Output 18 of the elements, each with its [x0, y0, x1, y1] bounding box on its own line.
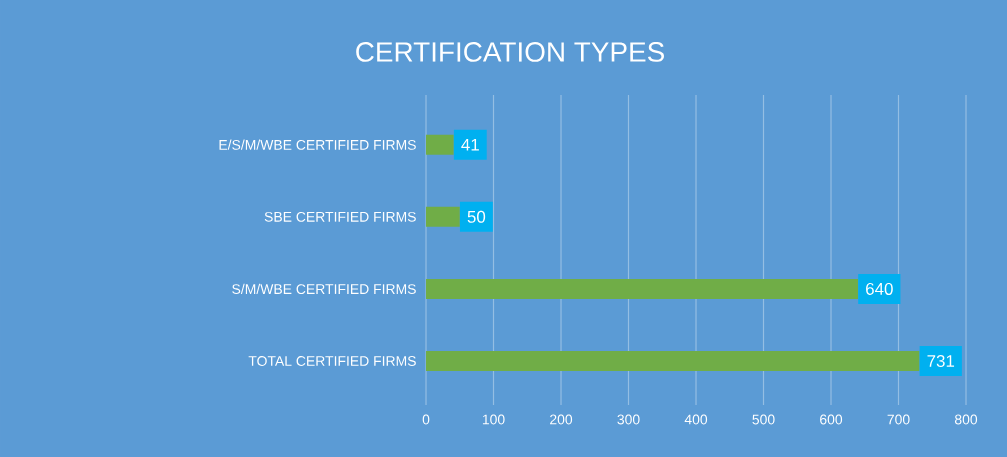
x-tick-label: 800 [954, 414, 978, 425]
x-tick-label: 200 [550, 414, 573, 425]
y-tick-label: S/M/WBE CERTIFIED FIRMS [232, 283, 416, 295]
y-tick-label: TOTAL CERTIFIED FIRMS [248, 356, 416, 366]
data-label: 41 [461, 138, 479, 151]
data-label: 731 [927, 355, 955, 368]
data-label: 640 [866, 282, 893, 295]
y-tick-label: SBE CERTIFIED FIRMS [264, 211, 416, 222]
chart-title: CERTIFICATION TYPES [356, 42, 664, 62]
x-tick-label: 100 [482, 414, 505, 425]
x-tick-label: 0 [422, 414, 430, 425]
x-tick-label: 400 [684, 414, 708, 425]
x-tick-label: 500 [752, 414, 775, 425]
x-tick-label: 600 [820, 414, 843, 425]
y-tick-label: E/S/M/WBE CERTIFIED FIRMS [219, 139, 416, 150]
x-tick-label: 300 [617, 414, 640, 425]
data-label: 50 [467, 210, 486, 223]
x-tick-label: 700 [887, 414, 910, 425]
